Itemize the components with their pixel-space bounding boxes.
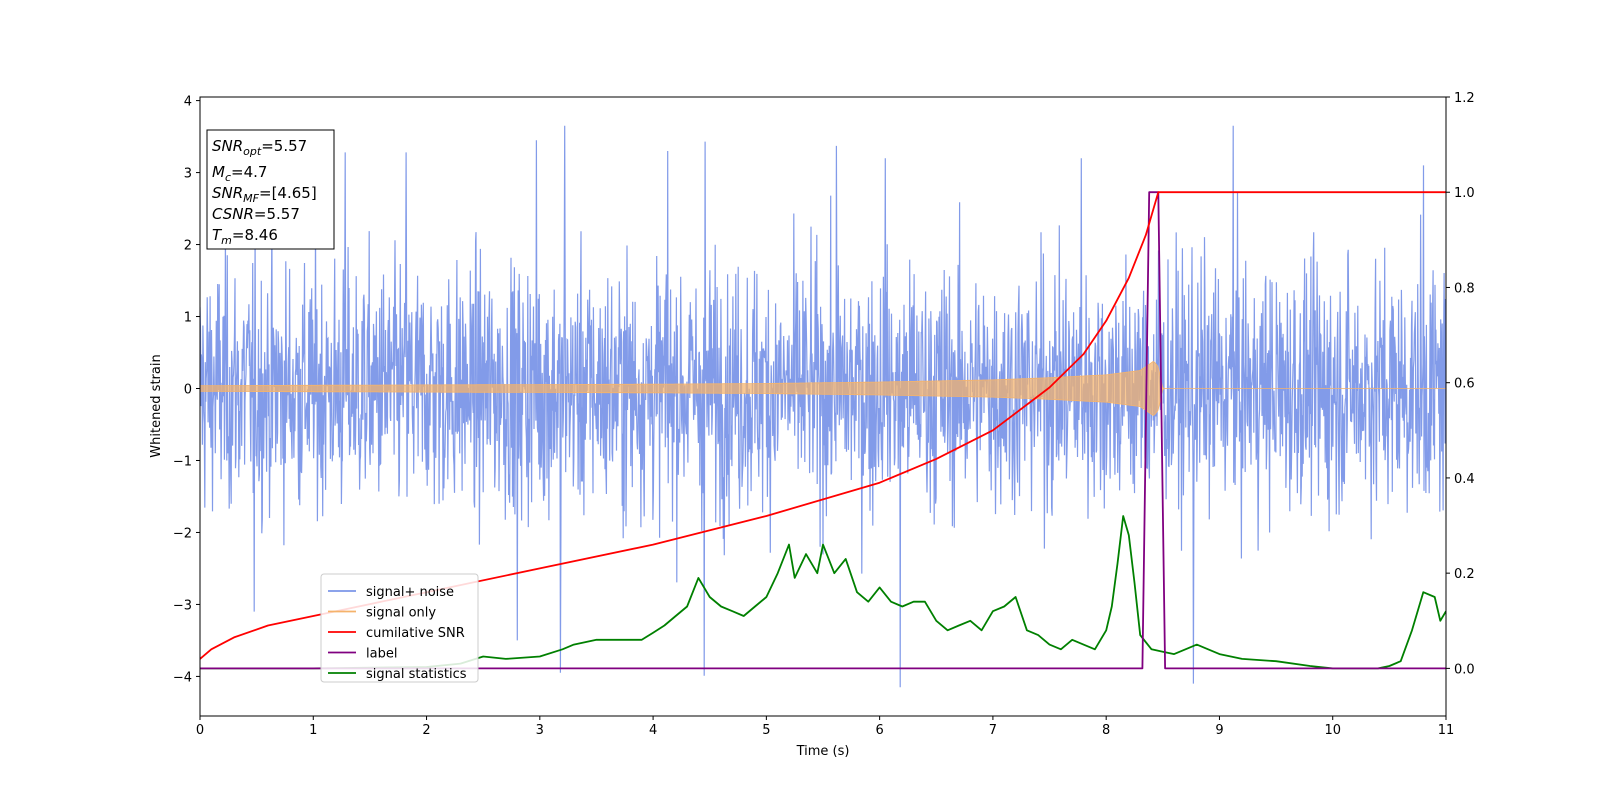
x-tick-label: 8 [1102, 723, 1110, 738]
y-axis-left: −4 −3 −2 −1 0 1 2 3 4 [173, 95, 200, 685]
y2-tick-label: 0.8 [1454, 281, 1475, 296]
info-snr-mf: SNRMF=[4.65] [212, 184, 317, 205]
x-tick-label: 0 [196, 723, 204, 738]
plot-frame [199, 96, 1447, 717]
series-layer [200, 125, 1446, 688]
x-tick-label: 2 [422, 723, 430, 738]
y2-tick-label: 0.2 [1454, 567, 1475, 582]
legend-cumulative-snr-label: cumilative SNR [366, 626, 465, 641]
y-tick-label: −1 [173, 454, 192, 469]
x-axis-label: Time (s) [796, 744, 850, 759]
y2-tick-label: 0.4 [1454, 472, 1475, 487]
x-axis: 0 1 2 3 4 5 6 7 8 9 10 11 [196, 716, 1454, 738]
y2-tick-label: 0.6 [1454, 377, 1475, 392]
series-signal-only [200, 361, 1446, 416]
y-tick-label: −2 [173, 526, 192, 541]
x-tick-label: 4 [649, 723, 657, 738]
legend-signal-statistics-label: signal statistics [366, 667, 467, 682]
legend-signal-only-label: signal only [366, 606, 436, 621]
series-cumulative-snr [200, 191, 1446, 660]
x-tick-label: 3 [536, 723, 544, 738]
series-signal-noise [200, 125, 1446, 688]
series-label [200, 191, 1446, 670]
x-tick-label: 10 [1324, 723, 1341, 738]
legend: signal+ noise signal only cumilative SNR la… [320, 573, 479, 683]
y-tick-label: 2 [184, 239, 192, 254]
y2-tick-label: 0.0 [1454, 662, 1475, 677]
y-tick-label: 1 [184, 311, 192, 326]
x-tick-label: 7 [989, 723, 997, 738]
y-tick-label: 4 [184, 95, 192, 110]
info-box-frame [206, 129, 335, 250]
x-tick-label: 5 [762, 723, 770, 738]
series-signal-statistics [200, 515, 1446, 670]
y-axis-label: Whitened strain [149, 354, 164, 457]
y-tick-label: −4 [173, 670, 192, 685]
x-tick-label: 11 [1438, 723, 1455, 738]
y2-tick-label: 1.2 [1454, 91, 1475, 106]
legend-frame [320, 573, 479, 683]
y-tick-label: −3 [173, 598, 192, 613]
x-tick-label: 1 [309, 723, 317, 738]
info-snr-opt: SNRopt=5.57 [212, 137, 307, 158]
y-tick-label: 3 [184, 167, 192, 182]
legend-label-label: label [366, 647, 397, 662]
legend-items: signal+ noise signal only cumilative SNR la… [328, 585, 467, 682]
y-axis-right: 0.0 0.2 0.4 0.6 0.8 1.0 1.2 [1446, 91, 1475, 677]
legend-signal-noise-label: signal+ noise [366, 585, 454, 600]
info-csnr: CSNR=5.57 [212, 205, 300, 223]
info-box: SNRopt=5.57 Mc=4.7 SNRMF=[4.65] CSNR=5.5… [206, 129, 335, 250]
y-tick-label: 0 [184, 383, 192, 398]
x-tick-label: 9 [1215, 723, 1223, 738]
info-tm: Tm=8.46 [212, 226, 278, 247]
info-mc: Mc=4.7 [212, 163, 267, 184]
x-tick-label: 6 [875, 723, 883, 738]
y2-tick-label: 1.0 [1454, 186, 1475, 201]
